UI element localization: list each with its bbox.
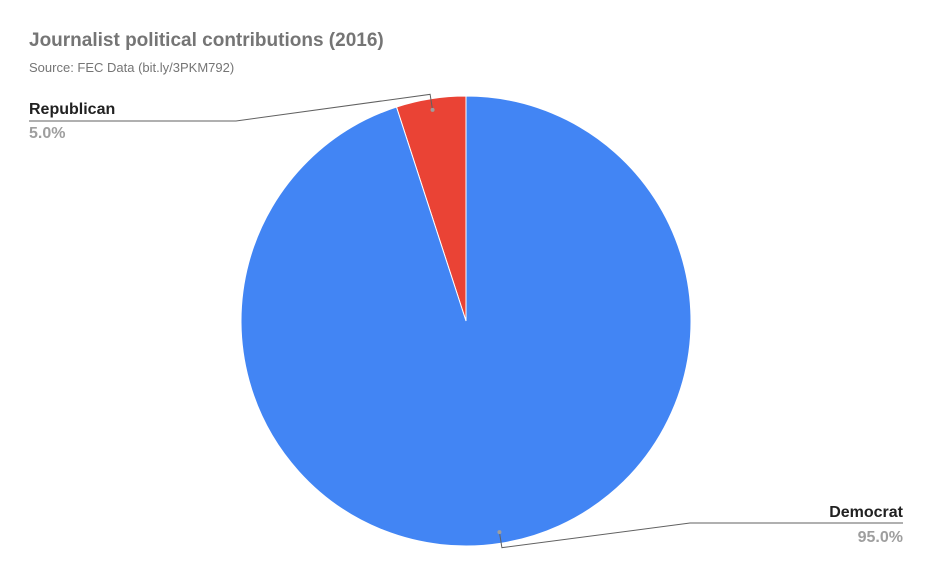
chart-subtitle: Source: FEC Data (bit.ly/3PKM792) — [29, 60, 235, 75]
pie-slice-democrat — [240, 95, 692, 547]
slice-label-democrat: Democrat — [829, 504, 903, 521]
leader-lines — [29, 93, 903, 549]
label-group-republican: Republican 5.0% — [29, 101, 115, 142]
label-group-democrat: Democrat 95.0% — [829, 504, 903, 546]
leader-line-democrat — [498, 522, 903, 549]
chart-title: Journalist political contributions (2016… — [29, 30, 384, 51]
leader-dot-republican — [430, 107, 435, 112]
leader-line-republican — [29, 93, 434, 122]
slice-value-republican: 5.0% — [29, 125, 65, 142]
slice-value-democrat: 95.0% — [858, 529, 903, 546]
slice-label-republican: Republican — [29, 101, 115, 118]
leader-dot-democrat — [497, 530, 502, 535]
pie-slices — [240, 95, 692, 547]
